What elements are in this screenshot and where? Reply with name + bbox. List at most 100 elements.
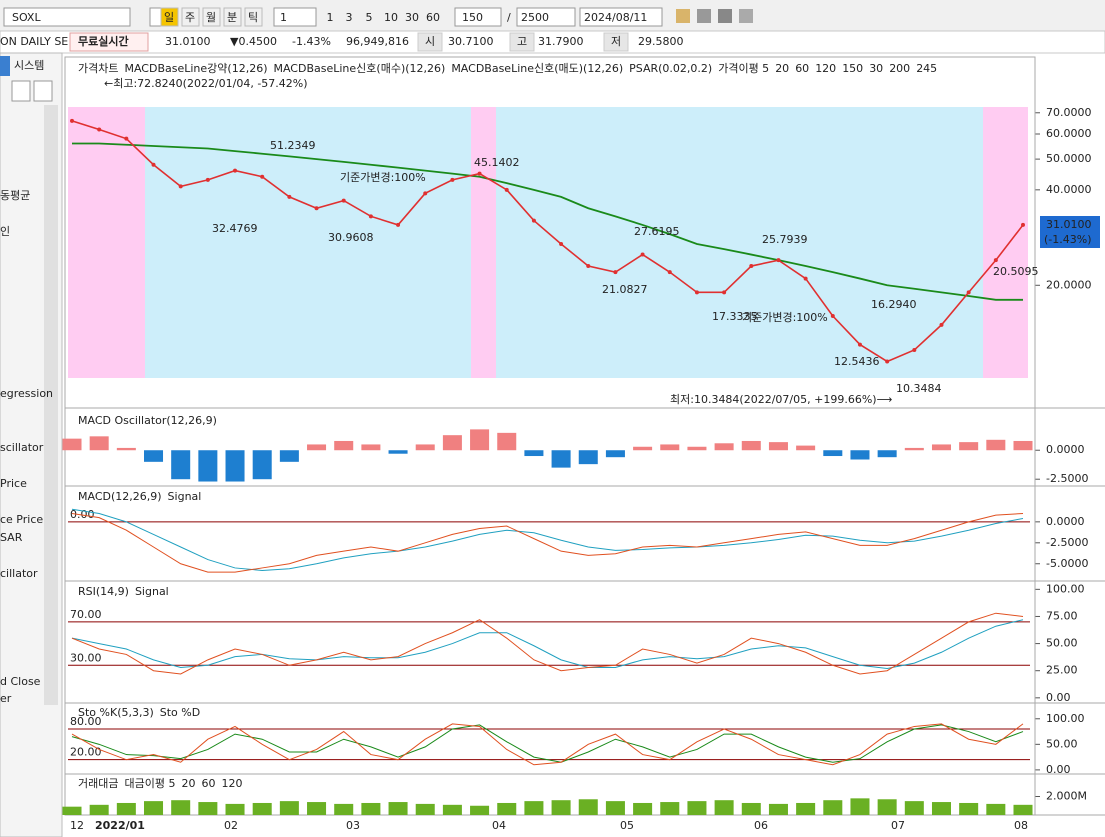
legend-entry: 120 [815,62,836,75]
period-button[interactable] [244,7,263,27]
osc-bar [931,444,951,451]
realtime-label: 무료실시간 [78,34,129,48]
osc-bar [116,447,136,451]
close-point [667,270,672,275]
open-value: 30.7100 [448,35,494,48]
period-button[interactable] [202,7,221,27]
y-tick-label: 75.00 [1046,609,1078,622]
close-point [260,174,265,179]
icon-button[interactable] [718,9,732,23]
pane-title: Sto %K(5,3,3) [78,706,154,719]
y-tick-label: 0.0000 [1046,443,1085,456]
volume-bar [89,804,109,815]
osc-bar [904,447,924,451]
close-point [450,177,455,182]
osc-bar [578,450,598,465]
unit-select[interactable] [273,7,317,27]
price-label: 30.9608 [328,231,374,244]
last-price: 31.0100 [1046,218,1092,231]
volume-bar [62,806,82,815]
volume-bar [279,801,299,815]
close-point [287,194,292,199]
osc-bar [415,444,435,451]
close-point [124,136,129,141]
legend-entry: 대금이평 5 [124,777,175,790]
level-label: 0.00 [70,508,95,521]
low-label-box [603,32,629,52]
price-label: 10.3484 [896,382,942,395]
volume-bar [605,801,625,815]
last-change: (-1.43%) [1044,233,1092,246]
period-label: 분 [227,11,237,24]
close-point [423,191,428,196]
osc-bar [279,450,299,462]
legend-entry: PSAR(0.02,0.2) [629,62,712,75]
pane-title: 거래대금 [78,777,118,790]
sidebar-scrollbar[interactable] [44,105,58,705]
osc-bar [361,444,381,451]
close-point [477,171,482,176]
sidebar-tab-active[interactable] [0,56,10,76]
y-tick-label: 0.0000 [1046,515,1085,528]
macd-line-line [71,512,1024,573]
icon-button[interactable] [676,9,690,23]
legend-entry: 120 [221,777,242,790]
interval-button: 1 [327,11,334,24]
low-note: 최저:10.3484(2022/07/05, +199.66%)⟶ [670,393,893,406]
macd-signal-line [71,508,1024,571]
date-select[interactable] [579,7,663,27]
sidebar-item: 인 [0,225,10,238]
icon-button[interactable] [697,9,711,23]
price-label: 12.5436 [834,355,880,368]
close-point [857,342,862,347]
legend-entry: 가격이평 5 [718,62,769,75]
osc-bar [225,450,245,482]
osc-bar [605,450,625,458]
max-count-input[interactable] [516,7,576,27]
volume-bar [198,802,218,815]
close-point [368,214,373,219]
open-label-box [417,32,443,52]
legend-entry: 245 [916,62,937,75]
close-point [939,322,944,327]
period-button[interactable] [223,7,242,27]
volume-bar [144,801,164,815]
sto-line-line [71,723,1024,766]
close-point [396,222,401,227]
y-tick-label: 50.0000 [1046,152,1092,165]
y-tick-label: 50.00 [1046,637,1078,650]
price-label: 32.4769 [212,222,258,235]
level-label: 70.00 [70,608,102,621]
period-button[interactable] [160,7,179,27]
rsi-signal-line [71,619,1024,670]
symbol-input[interactable] [3,7,131,27]
x-tick-label: 07 [891,819,905,832]
signal-title: Signal [168,490,202,503]
base-note: 기준가변경:100% [340,171,426,184]
x-tick-label: 2022/01 [95,819,145,832]
legend-entry: MACDBaseLine강약(12,26) [124,61,267,75]
price: 31.0100 [165,35,211,48]
price-label: 16.2940 [871,298,917,311]
y-tick-label: 25.00 [1046,664,1078,677]
count-input[interactable] [454,7,502,27]
price-close-line [71,120,1024,363]
close-point [233,168,238,173]
osc-bar [198,450,218,482]
toolbar-icons [676,9,753,23]
download-button[interactable] [33,80,53,102]
period-label: 틱 [248,11,258,24]
signal-zone-sell [983,107,1028,378]
icon-button[interactable] [739,9,753,23]
high-value: 31.7900 [538,35,584,48]
close-point [341,198,346,203]
close-point [694,290,699,295]
change-pct: -1.43% [292,35,331,48]
osc-bar [62,438,82,451]
signal-zone-sell [68,107,145,378]
x-tick-label: 02 [224,819,238,832]
refresh-button[interactable] [11,80,31,102]
volume-bar [307,802,327,815]
period-button[interactable] [181,7,200,27]
